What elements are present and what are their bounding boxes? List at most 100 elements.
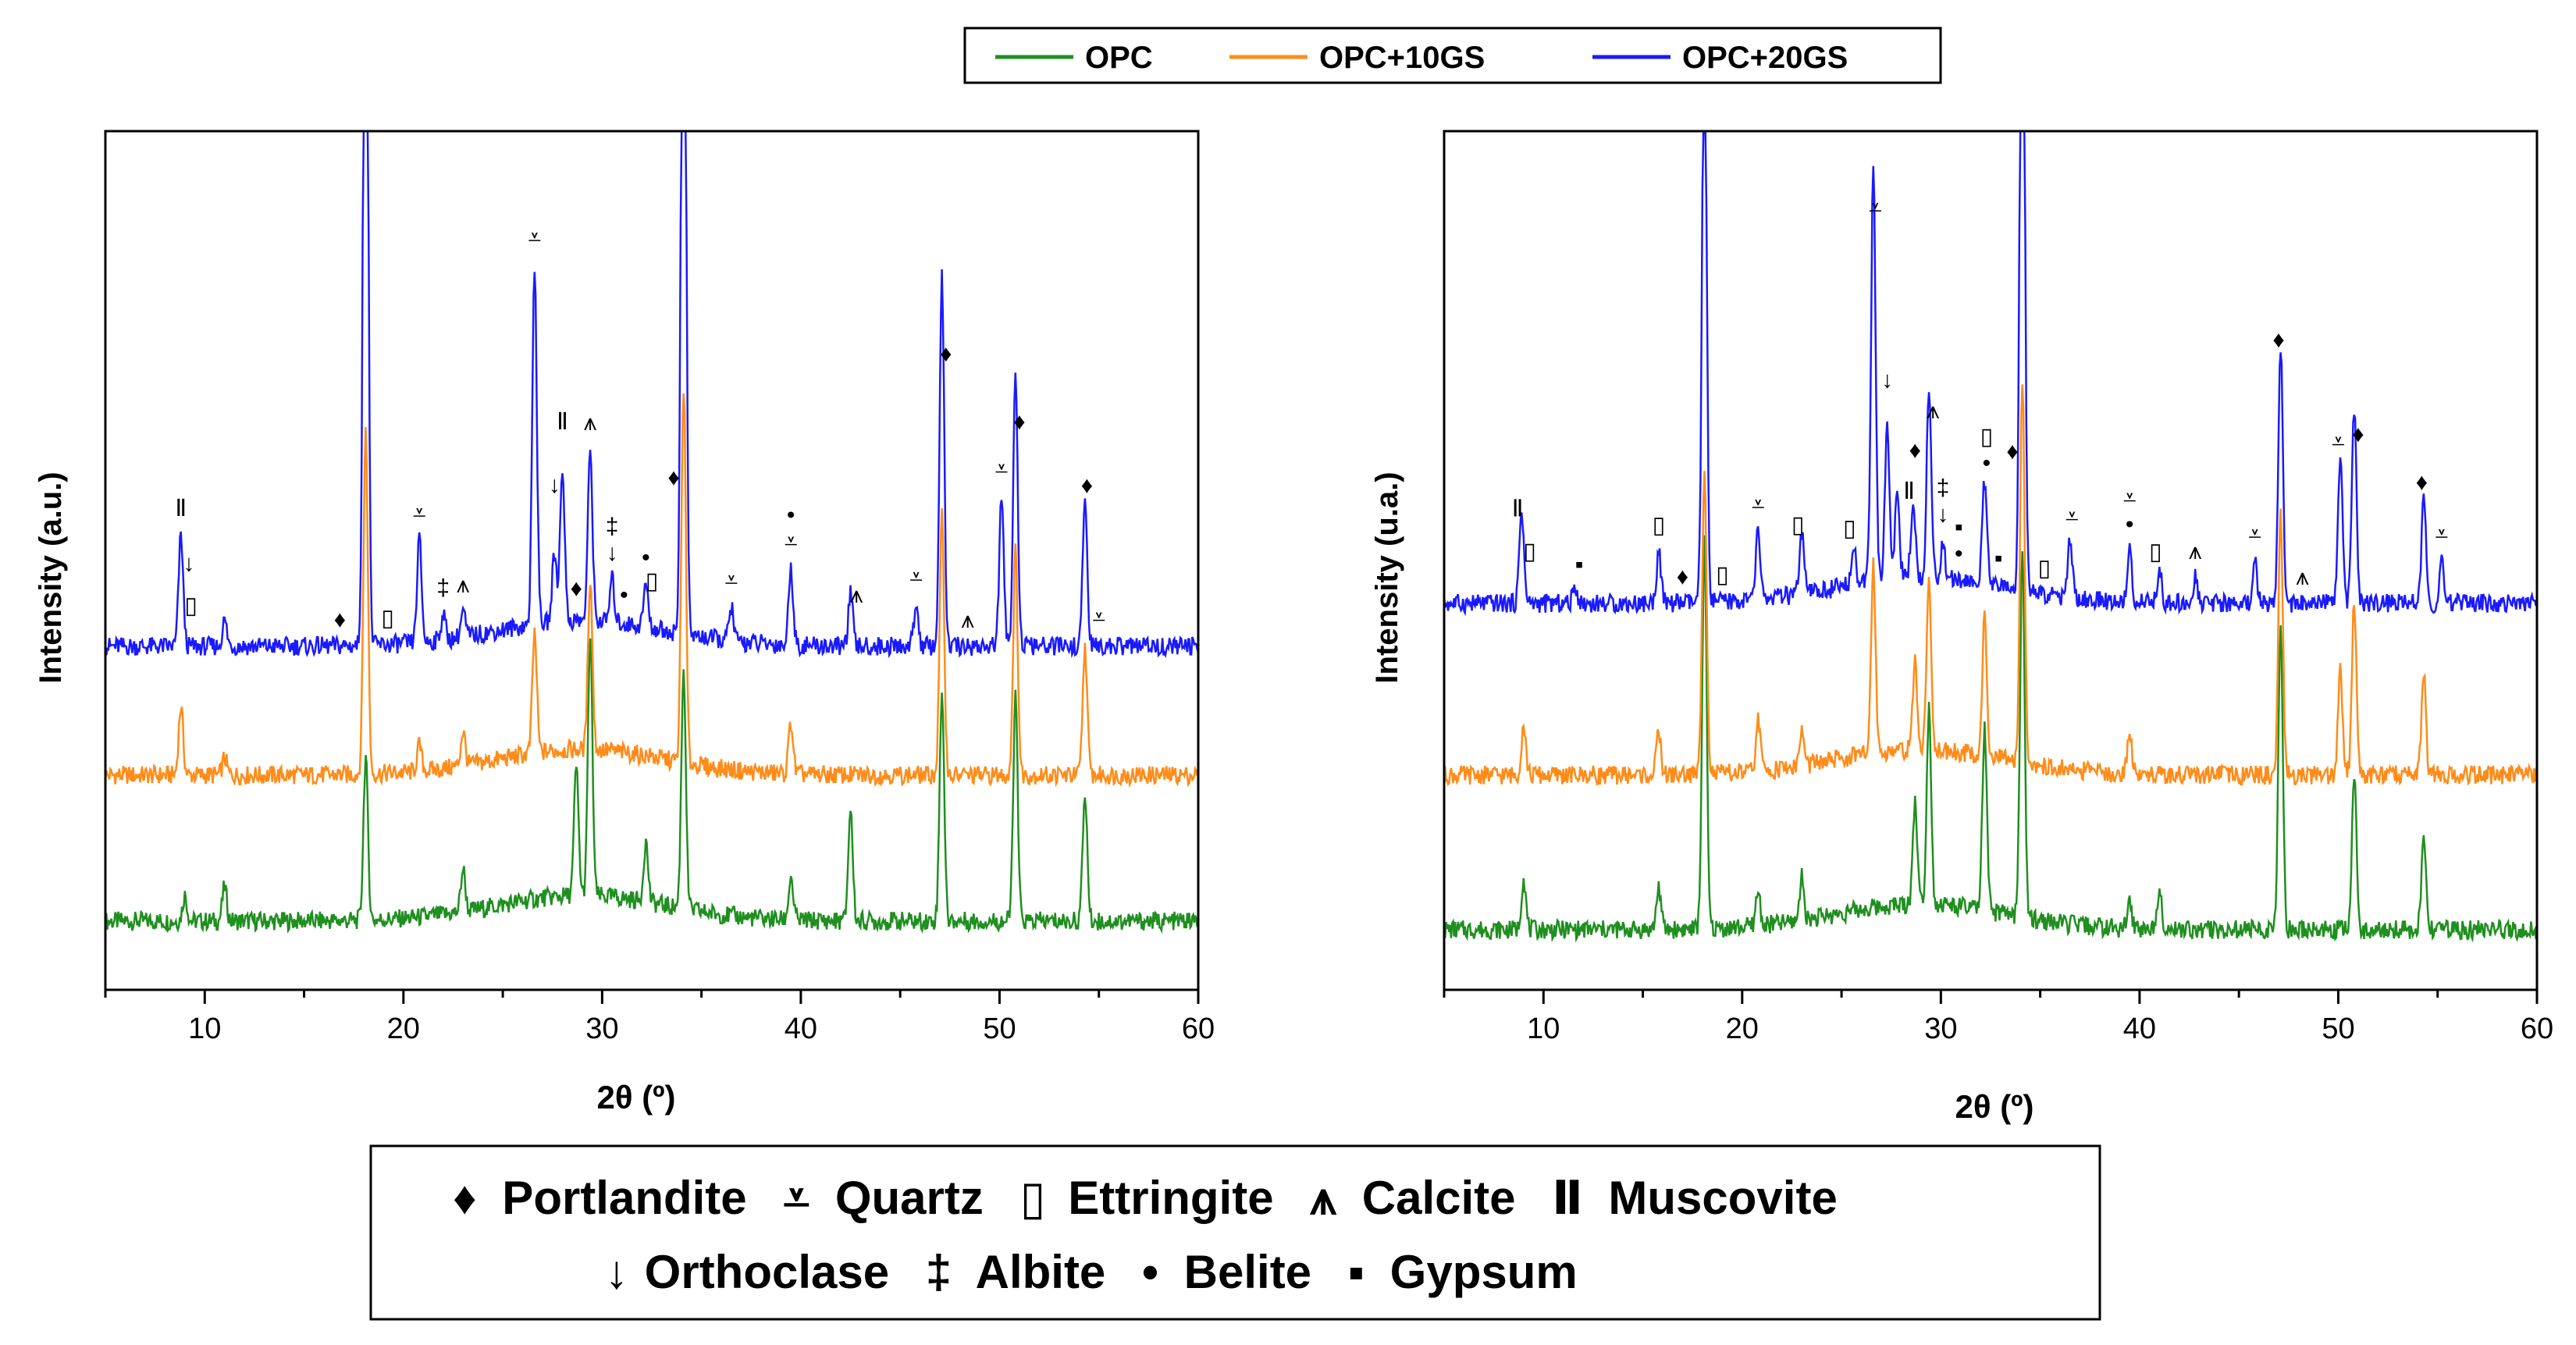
left-series-opc bbox=[104, 638, 1200, 934]
right-phase-marker: ‡ bbox=[1937, 475, 1950, 501]
left-phase-marker: ⩚ bbox=[457, 572, 470, 598]
left-phase-marker: Ⅱ bbox=[557, 409, 568, 435]
right-phase-marker: ♦ bbox=[2272, 327, 2284, 353]
muscovite-label: Muscovite bbox=[1608, 1172, 1837, 1224]
left-phase-marker: ⩡ bbox=[724, 568, 738, 593]
right-phase-marker: ▯ bbox=[1716, 562, 1729, 588]
belite-label: Belite bbox=[1184, 1246, 1311, 1298]
right-phase-marker: ⩚ bbox=[1927, 398, 1940, 424]
left-x-tick-label: 10 bbox=[188, 1012, 221, 1045]
legend-label-opc: OPC bbox=[1085, 41, 1153, 75]
right-x-tick-label: 60 bbox=[2521, 1012, 2553, 1045]
right-phase-marker: ▪ bbox=[1994, 546, 2003, 571]
calcite-symbol: ⩚ bbox=[1309, 1172, 1337, 1224]
left-phase-marker: ↓ bbox=[549, 472, 560, 498]
right-x-axis-label: 2θ (º) bbox=[1955, 1088, 2033, 1125]
legend-label-opc-20gs: OPC+20GS bbox=[1682, 41, 1848, 75]
left-phase-marker: ▯ bbox=[646, 568, 659, 594]
portlandite-symbol: ♦ bbox=[453, 1172, 477, 1224]
left-panel: Intensity (a.u.) 10 20 30 40 50 60 2θ (º) Ⅱ ▯ ↓… bbox=[34, 130, 1215, 1115]
right-phase-marker: ⩡ bbox=[2065, 503, 2079, 529]
left-phase-marker: ♦ bbox=[1013, 409, 1025, 435]
portlandite-label: Portlandite bbox=[502, 1172, 746, 1224]
right-series-opc-20gs bbox=[1443, 130, 2539, 617]
left-plot-frame bbox=[104, 130, 1200, 991]
gypsum-label: Gypsum bbox=[1390, 1246, 1578, 1298]
right-phase-marker: ⩡ bbox=[2248, 521, 2261, 547]
quartz-label: Quartz bbox=[835, 1172, 984, 1224]
series-legend-box bbox=[963, 27, 1942, 84]
left-phase-marker: ♦ bbox=[1081, 473, 1093, 499]
right-x-tick-label: 30 bbox=[1924, 1012, 1957, 1045]
right-phase-marker: ▯ bbox=[1791, 512, 1805, 538]
left-phase-marker: ⩡ bbox=[785, 528, 798, 554]
right-phase-marker: ▯ bbox=[1980, 424, 1994, 450]
right-phase-marker: • bbox=[1983, 450, 1991, 476]
left-series-opc-20gs bbox=[105, 130, 1200, 659]
left-series-opc-10gs bbox=[104, 393, 1200, 788]
right-phase-marker: ⩚ bbox=[2189, 539, 2202, 564]
right-phase-marker: ↓ bbox=[1881, 368, 1893, 393]
left-y-axis-label: Intensity (a.u.) bbox=[34, 471, 68, 683]
right-phase-marker: ♦ bbox=[1909, 437, 1921, 463]
right-phase-marker: ♦ bbox=[2006, 439, 2018, 464]
left-phase-marker: ↓ bbox=[607, 540, 618, 566]
phase-legend-row-2: ↓ Orthoclase ‡ Albite • Belite ▪ Gypsum bbox=[605, 1246, 1578, 1298]
left-x-tick-label: 40 bbox=[785, 1012, 817, 1045]
left-x-tick-label: 20 bbox=[387, 1012, 420, 1045]
left-phase-marker: ⩡ bbox=[1092, 605, 1105, 631]
right-x-tick-label: 20 bbox=[1726, 1012, 1759, 1045]
right-phase-marker: ⩡ bbox=[2435, 521, 2448, 547]
series-legend: OPC OPC+10GS OPC+20GS bbox=[963, 27, 1942, 84]
right-phase-marker: ⩡ bbox=[1869, 195, 1882, 221]
right-phase-marker: ▯ bbox=[1653, 513, 1666, 539]
right-series-opc bbox=[1443, 535, 2539, 943]
right-phase-marker: ⩚ bbox=[2296, 564, 2309, 590]
left-phase-marker: ⩚ bbox=[584, 410, 597, 436]
right-phase-marker: • bbox=[1955, 541, 1963, 567]
ettringite-symbol: ▯ bbox=[1020, 1172, 1046, 1224]
gypsum-symbol: ▪ bbox=[1348, 1246, 1364, 1298]
left-phase-marker: ↓ bbox=[183, 550, 194, 576]
left-x-tick-label: 30 bbox=[585, 1012, 618, 1045]
left-phase-marker: ▯ bbox=[184, 592, 197, 618]
left-phase-marker: • bbox=[642, 545, 650, 571]
left-phase-marker: ♦ bbox=[571, 575, 582, 601]
right-phase-marker: • bbox=[2126, 511, 2134, 537]
right-phase-marker: ▯ bbox=[2149, 539, 2162, 565]
right-phase-marker: ▯ bbox=[2037, 556, 2051, 582]
right-phase-marker: ♦ bbox=[2352, 422, 2364, 447]
right-plot-frame bbox=[1443, 130, 2539, 991]
right-phase-marker: Ⅱ bbox=[1512, 496, 1524, 522]
right-phase-marker: ↓ bbox=[1937, 502, 1948, 528]
left-phase-marker: Ⅱ bbox=[175, 496, 187, 521]
left-phase-marker: ⩡ bbox=[528, 225, 541, 251]
right-phase-marker: ⩡ bbox=[2123, 485, 2137, 511]
muscovite-symbol: Ⅱ bbox=[1552, 1172, 1583, 1224]
quartz-symbol: ⩡ bbox=[783, 1172, 809, 1224]
albite-symbol: ‡ bbox=[926, 1246, 952, 1298]
left-phase-marker: • bbox=[620, 582, 628, 608]
phase-legend-box bbox=[369, 1144, 2101, 1321]
right-y-axis-label: Intensity (u.a.) bbox=[1370, 471, 1404, 683]
left-phase-marker: ⩚ bbox=[961, 607, 974, 633]
right-phase-marker: ▯ bbox=[1843, 515, 1856, 541]
left-phase-marker: ♦ bbox=[334, 607, 346, 632]
right-phase-marker: ♦ bbox=[1677, 564, 1688, 589]
left-phase-marker: ⩡ bbox=[995, 457, 1009, 482]
left-phase-marker: ‡ bbox=[606, 514, 619, 539]
right-phase-marker: ▪ bbox=[1955, 514, 1963, 540]
left-phase-marker: ⩚ bbox=[850, 582, 863, 608]
left-phase-marker: ♦ bbox=[667, 464, 679, 490]
phase-legend-row-1: ♦ Portlandite ⩡ Quartz ▯ Ettringite ⩚ Ca… bbox=[453, 1172, 1838, 1224]
right-phase-marker: ♦ bbox=[2416, 469, 2428, 495]
belite-symbol: • bbox=[1142, 1246, 1158, 1298]
phase-legend: ♦ Portlandite ⩡ Quartz ▯ Ettringite ⩚ Ca… bbox=[369, 1144, 2101, 1321]
calcite-label: Calcite bbox=[1362, 1172, 1516, 1224]
right-x-tick-label: 40 bbox=[2123, 1012, 2156, 1045]
right-phase-marker: ▯ bbox=[1523, 539, 1536, 564]
left-phase-marker: ⩡ bbox=[909, 564, 923, 590]
albite-label: Albite bbox=[976, 1246, 1106, 1298]
right-series-opc-10gs bbox=[1443, 384, 2539, 787]
